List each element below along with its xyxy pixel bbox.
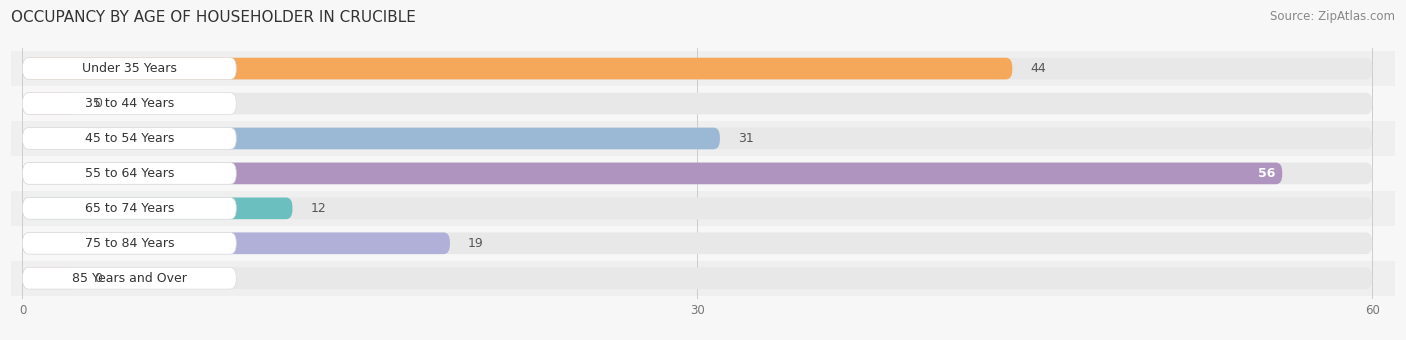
- Bar: [11, 86, 1395, 121]
- Text: 19: 19: [468, 237, 484, 250]
- FancyBboxPatch shape: [22, 58, 236, 80]
- FancyBboxPatch shape: [22, 128, 1372, 149]
- Text: Under 35 Years: Under 35 Years: [82, 62, 177, 75]
- Text: 55 to 64 Years: 55 to 64 Years: [84, 167, 174, 180]
- Text: 75 to 84 Years: 75 to 84 Years: [84, 237, 174, 250]
- Bar: [11, 261, 1395, 296]
- Bar: [11, 226, 1395, 261]
- Text: 0: 0: [94, 272, 103, 285]
- FancyBboxPatch shape: [22, 233, 450, 254]
- FancyBboxPatch shape: [22, 93, 79, 114]
- Text: Source: ZipAtlas.com: Source: ZipAtlas.com: [1270, 10, 1395, 23]
- Text: 35 to 44 Years: 35 to 44 Years: [84, 97, 174, 110]
- FancyBboxPatch shape: [22, 58, 1372, 80]
- Text: 12: 12: [311, 202, 326, 215]
- FancyBboxPatch shape: [22, 58, 1012, 80]
- Text: 65 to 74 Years: 65 to 74 Years: [84, 202, 174, 215]
- FancyBboxPatch shape: [22, 267, 1372, 289]
- Text: 44: 44: [1031, 62, 1046, 75]
- Text: 56: 56: [1258, 167, 1275, 180]
- FancyBboxPatch shape: [22, 128, 720, 149]
- FancyBboxPatch shape: [22, 233, 236, 254]
- FancyBboxPatch shape: [22, 267, 79, 289]
- FancyBboxPatch shape: [22, 198, 1372, 219]
- FancyBboxPatch shape: [22, 198, 236, 219]
- FancyBboxPatch shape: [22, 163, 236, 184]
- FancyBboxPatch shape: [22, 233, 1372, 254]
- FancyBboxPatch shape: [22, 93, 1372, 114]
- FancyBboxPatch shape: [22, 163, 1282, 184]
- Bar: [11, 156, 1395, 191]
- Text: 31: 31: [738, 132, 754, 145]
- FancyBboxPatch shape: [22, 163, 1372, 184]
- Text: 85 Years and Over: 85 Years and Over: [72, 272, 187, 285]
- FancyBboxPatch shape: [22, 198, 292, 219]
- Text: OCCUPANCY BY AGE OF HOUSEHOLDER IN CRUCIBLE: OCCUPANCY BY AGE OF HOUSEHOLDER IN CRUCI…: [11, 10, 416, 25]
- Bar: [11, 121, 1395, 156]
- Text: 45 to 54 Years: 45 to 54 Years: [84, 132, 174, 145]
- FancyBboxPatch shape: [22, 267, 236, 289]
- FancyBboxPatch shape: [22, 93, 236, 114]
- Bar: [11, 51, 1395, 86]
- Bar: [11, 191, 1395, 226]
- Text: 0: 0: [94, 97, 103, 110]
- FancyBboxPatch shape: [22, 128, 236, 149]
